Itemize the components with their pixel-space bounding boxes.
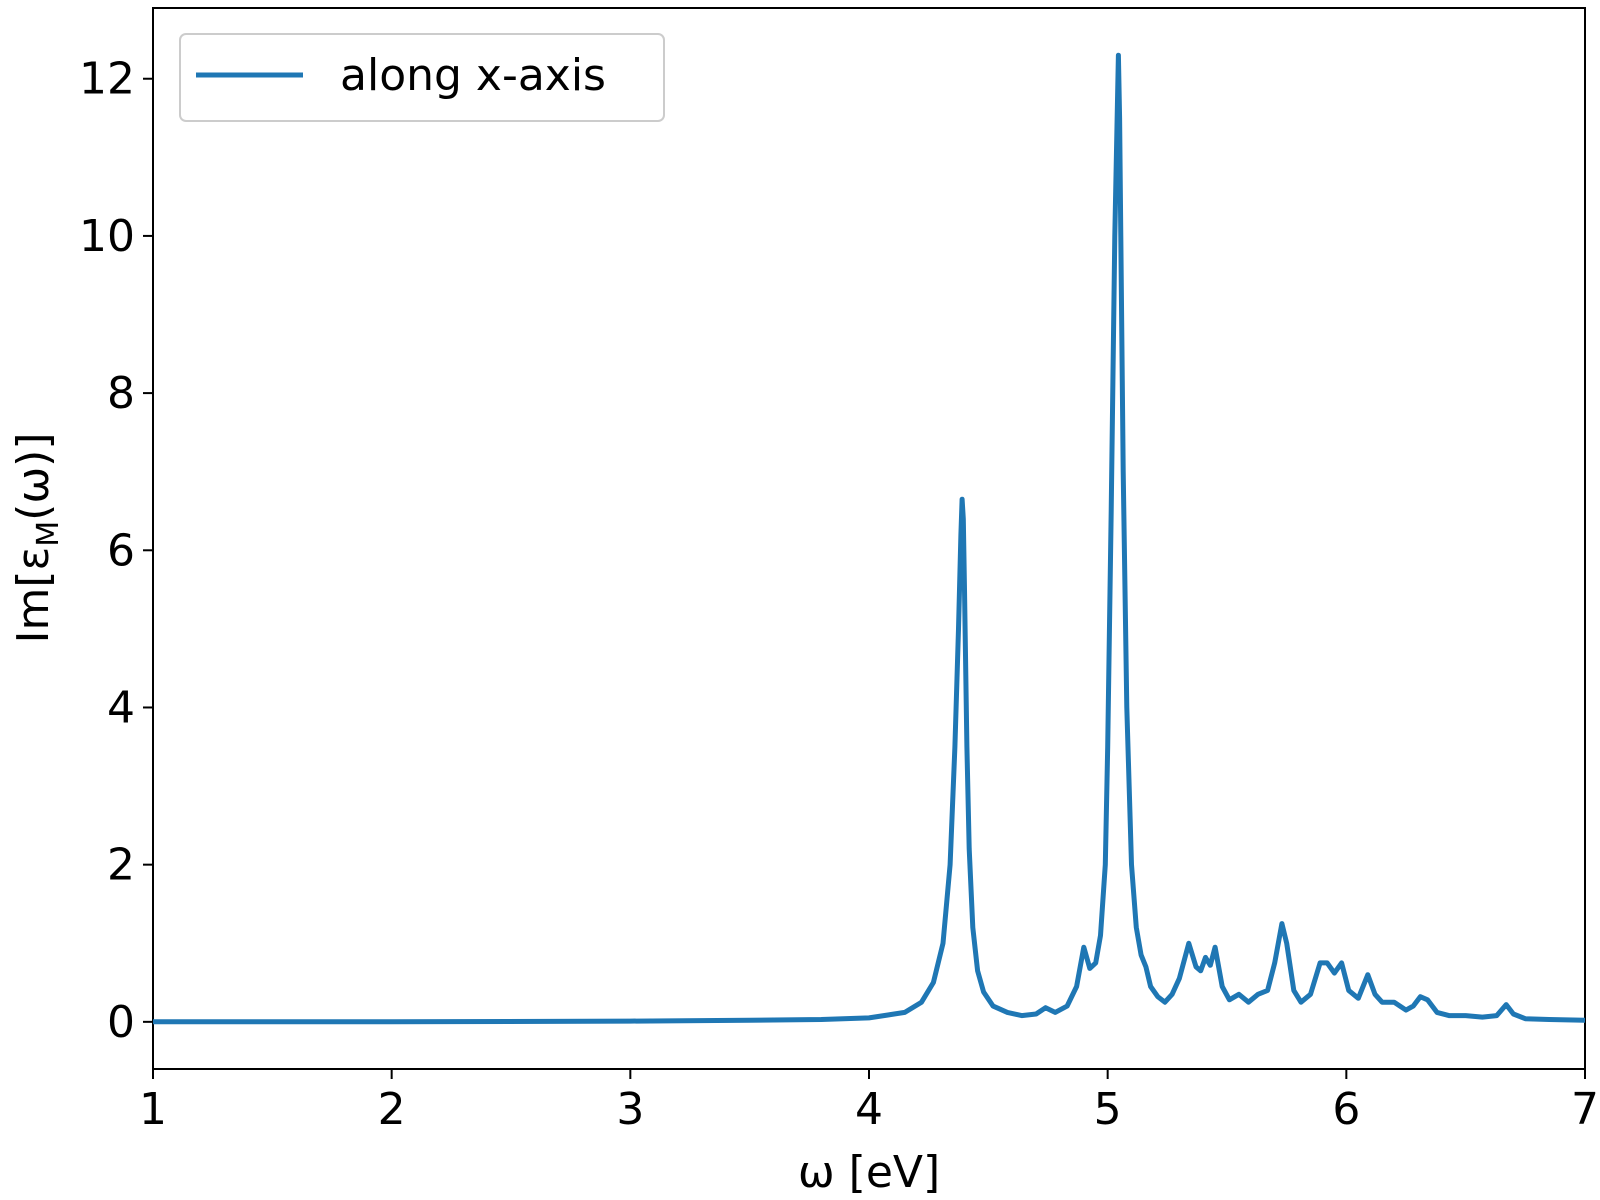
y-tick-label: 8 — [107, 368, 135, 419]
x-tick-label: 4 — [855, 1084, 883, 1135]
x-tick-label: 1 — [139, 1084, 167, 1135]
y-axis: 0 2 4 6 8 10 12 — [79, 54, 153, 1048]
x-axis-label: ω [eV] — [798, 1147, 940, 1198]
y-tick-label: 4 — [107, 682, 135, 733]
legend-box — [179, 33, 665, 122]
y-tick-label: 12 — [79, 54, 135, 105]
y-tick-label: 0 — [107, 997, 135, 1048]
x-axis: 1 2 3 4 5 6 7 — [139, 1069, 1599, 1135]
x-tick-label: 6 — [1332, 1084, 1360, 1135]
x-tick-label: 2 — [378, 1084, 406, 1135]
x-tick-label: 7 — [1571, 1084, 1599, 1135]
x-tick-label: 3 — [616, 1084, 644, 1135]
y-tick-label: 2 — [107, 840, 135, 891]
y-axis-label: Im[εM(ω)] — [8, 432, 66, 643]
plot-frame — [152, 7, 1586, 1070]
y-tick-label: 10 — [79, 211, 135, 262]
x-tick-label: 5 — [1094, 1084, 1122, 1135]
y-axis-label-subscript: M — [31, 521, 66, 547]
legend-label: along x-axis — [340, 50, 606, 101]
y-tick-label: 6 — [107, 525, 135, 576]
series-line-along-x-axis — [153, 52, 1586, 1025]
y-axis-label-end: (ω)] — [8, 432, 59, 520]
legend: along x-axis — [179, 33, 665, 122]
y-axis-label-main: Im[ε — [8, 547, 59, 644]
